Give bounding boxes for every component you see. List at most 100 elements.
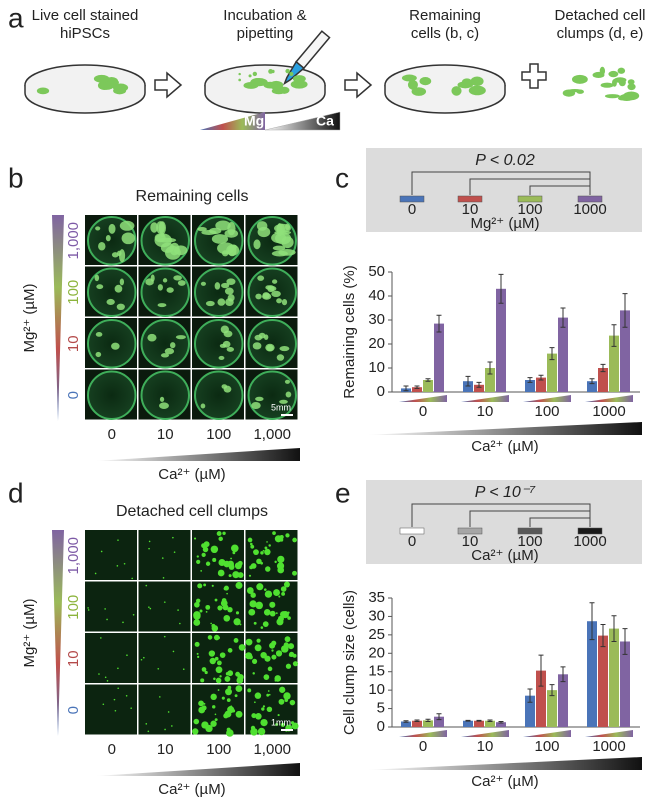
error-bar: [414, 719, 420, 722]
colony: [114, 284, 123, 293]
clump: [262, 549, 265, 552]
clump: [264, 546, 268, 550]
clump: [235, 611, 240, 615]
clump: [287, 611, 290, 614]
panel-a-art: [24, 30, 547, 114]
error-bar: [487, 719, 493, 722]
clump: [201, 667, 207, 672]
colony: [285, 391, 292, 398]
clump: [172, 536, 174, 539]
clump: [145, 584, 148, 587]
error-bar: [527, 688, 533, 703]
clump: [231, 544, 239, 553]
clump: [227, 607, 233, 613]
cell-colony: [401, 74, 417, 82]
panel-label: e: [335, 477, 351, 508]
colony: [98, 241, 106, 251]
clump: [271, 640, 277, 646]
clump: [256, 583, 264, 591]
bar: [547, 690, 557, 727]
colony: [221, 250, 229, 257]
legend-label: 10: [462, 201, 479, 218]
error-bar: [425, 378, 431, 382]
colony: [119, 220, 135, 231]
clump: [279, 686, 286, 693]
clump: [278, 595, 281, 598]
error-bar: [476, 381, 482, 388]
legend-swatch: [517, 527, 543, 535]
clump: [143, 656, 145, 659]
column-label: 0: [108, 741, 116, 758]
colony: [165, 245, 181, 260]
clump: [221, 696, 225, 700]
clump: [203, 583, 207, 587]
clump: [233, 638, 239, 643]
clump: [267, 666, 273, 672]
y-tick-label: 50: [368, 263, 385, 280]
clump: [289, 699, 296, 706]
colony: [265, 285, 272, 290]
cell-colony: [411, 87, 427, 96]
y-tick-label: 40: [368, 287, 385, 304]
bar: [558, 674, 568, 727]
clump: [210, 693, 217, 701]
group-gradient: [585, 395, 633, 402]
clump: [117, 687, 119, 690]
error-bar: [600, 363, 606, 373]
clump: [247, 688, 252, 693]
clump: [195, 598, 201, 604]
clump: [211, 584, 214, 587]
clump: [235, 581, 243, 589]
step-label: cells (b, c): [411, 25, 479, 42]
clump: [215, 677, 222, 684]
colony: [166, 287, 174, 293]
clump: [255, 713, 262, 720]
clump: [288, 653, 292, 657]
column-label: 100: [206, 741, 231, 758]
clump: [233, 618, 241, 626]
clump: [87, 607, 89, 609]
clump: [163, 601, 166, 603]
clump: [225, 688, 232, 696]
bar: [609, 628, 619, 727]
cell-colony: [113, 87, 127, 95]
clump: [228, 564, 235, 570]
cell-colony: [107, 79, 119, 87]
error-bar: [465, 375, 471, 387]
clump: [292, 537, 297, 543]
colony: [217, 298, 226, 306]
bar: [412, 387, 422, 392]
clump: [148, 547, 150, 550]
clump: [285, 68, 290, 74]
clump: [268, 544, 271, 547]
detached-clump: [604, 94, 620, 99]
x-label: Ca²⁺ (µM): [471, 773, 538, 790]
y-label: Mg²⁺ (µM): [21, 598, 38, 667]
bar: [496, 288, 506, 392]
dish-rim: [194, 370, 244, 420]
column-label: 1,000: [253, 426, 291, 443]
y-tick-label: 0: [377, 383, 385, 400]
detached-clump: [608, 70, 619, 78]
clump: [238, 644, 246, 651]
x-tick-label: 1000: [592, 403, 625, 420]
panel-label: c: [335, 162, 349, 193]
error-bar: [538, 654, 544, 687]
colony: [256, 221, 268, 231]
colony: [157, 284, 163, 291]
detached-clump: [627, 83, 636, 91]
panel-title: Detached cell clumps: [116, 503, 268, 520]
colony: [221, 282, 230, 289]
colony: [200, 403, 206, 409]
colony: [284, 379, 290, 384]
clump: [125, 694, 128, 697]
arrow: [344, 71, 373, 99]
colony: [276, 298, 282, 304]
colony: [254, 334, 263, 341]
clump: [113, 698, 116, 701]
x-label: Ca²⁺ (µM): [158, 466, 225, 483]
clump: [196, 555, 199, 558]
colony: [96, 284, 104, 290]
gradient-label: Mg: [244, 113, 264, 129]
